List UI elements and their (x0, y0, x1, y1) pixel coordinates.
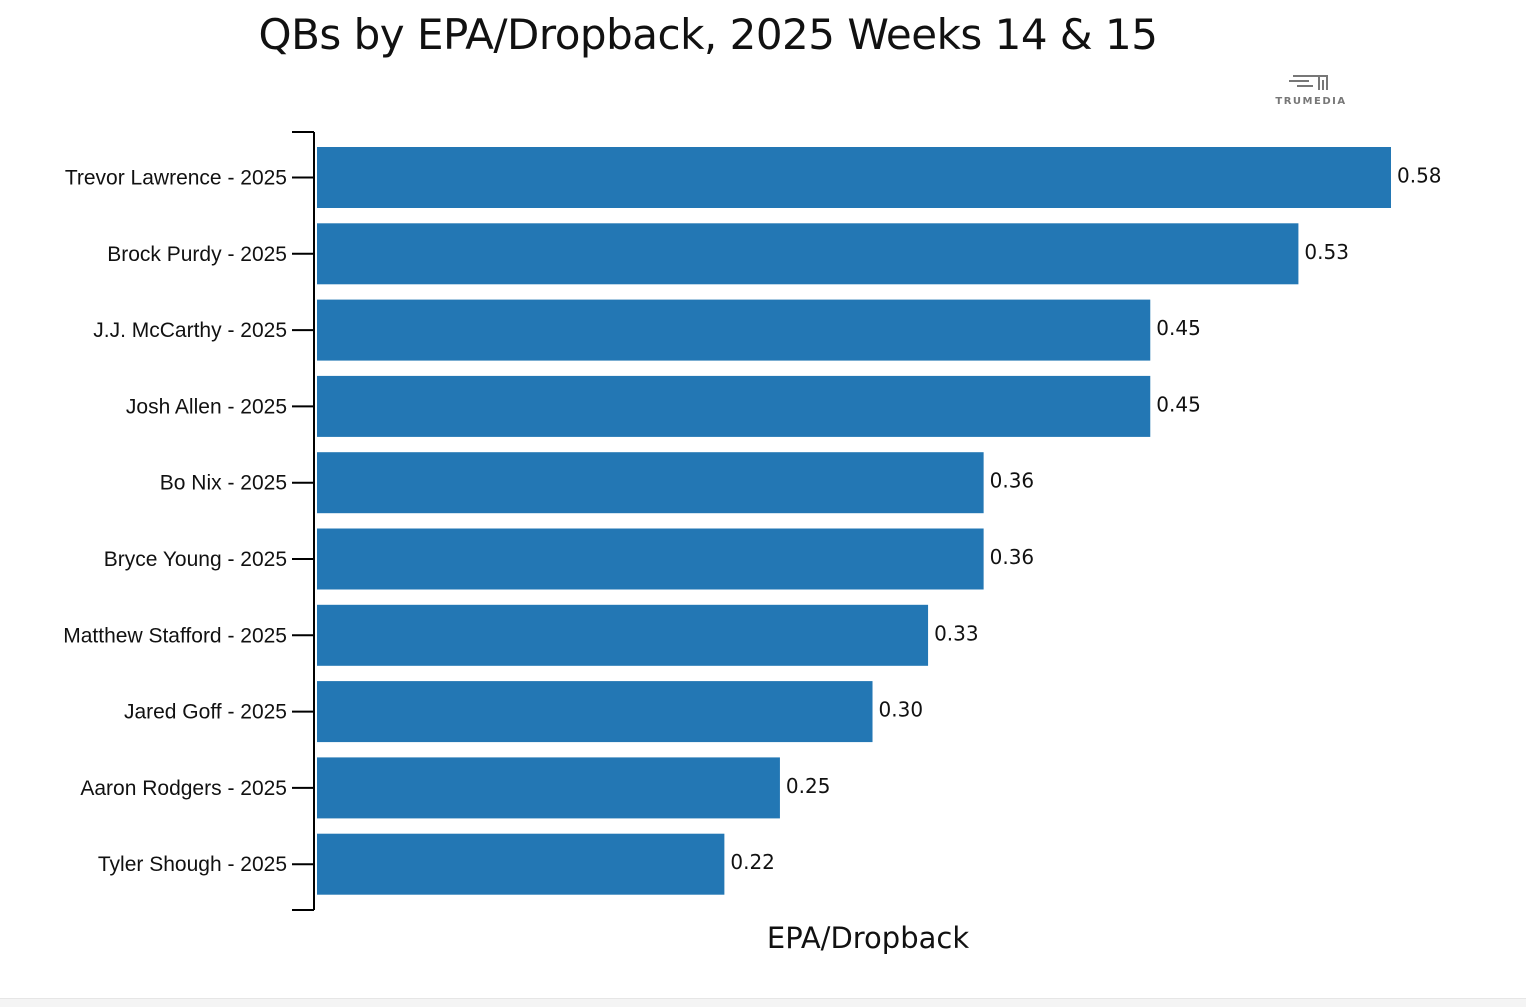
brand-name: TRUMEDIA (1275, 96, 1347, 107)
bar (317, 375, 1151, 437)
data-label: 0.25 (786, 774, 831, 798)
data-label: 0.33 (934, 621, 979, 645)
x-axis-label: EPA/Dropback (767, 921, 969, 955)
y-tick-label: Bryce Young - 2025 (104, 548, 287, 571)
y-tick-label: Brock Purdy - 2025 (107, 243, 287, 266)
bar (317, 147, 1391, 208)
data-label: 0.36 (990, 469, 1035, 493)
y-tick-label: Trevor Lawrence - 2025 (65, 167, 287, 190)
bar (317, 299, 1151, 361)
chart-title: QBs by EPA/Dropback, 2025 Weeks 14 & 15 (258, 10, 1158, 59)
y-tick-label: Jared Goff - 2025 (124, 701, 287, 724)
bar (317, 223, 1299, 285)
y-tick-label: Matthew Stafford - 2025 (63, 624, 287, 647)
data-label: 0.45 (1156, 392, 1201, 416)
bar (317, 833, 725, 895)
page-bottom-border (0, 998, 1526, 1007)
y-tick-label: J.J. McCarthy - 2025 (93, 319, 287, 342)
trumedia-logo-icon (1289, 75, 1328, 90)
data-label: 0.53 (1304, 240, 1349, 264)
bar (317, 681, 873, 743)
data-label: 0.58 (1397, 164, 1442, 188)
data-label: 0.22 (730, 850, 775, 874)
y-tick-label: Bo Nix - 2025 (160, 472, 287, 495)
y-tick-label: Aaron Rodgers - 2025 (80, 777, 287, 800)
bar (317, 528, 984, 590)
trumedia-logo: TRUMEDIA (1268, 72, 1354, 112)
y-tick-label: Tyler Shough - 2025 (98, 853, 287, 876)
y-tick-label: Josh Allen - 2025 (126, 395, 287, 418)
data-label: 0.45 (1156, 316, 1201, 340)
bar (317, 452, 984, 514)
data-label: 0.36 (990, 545, 1035, 569)
data-label: 0.30 (879, 698, 924, 722)
bar (317, 604, 929, 666)
bar (317, 757, 780, 819)
